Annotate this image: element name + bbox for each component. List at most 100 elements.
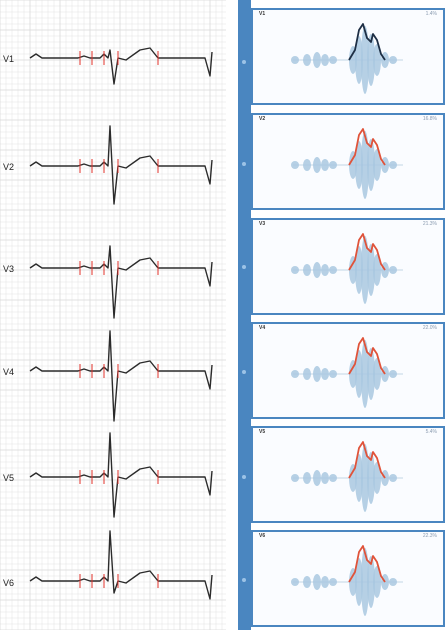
spectrum-lobe	[313, 366, 321, 382]
spectrum-panel-v5: V5 5.4%	[251, 426, 445, 523]
spectrum-lobe	[321, 368, 329, 380]
spectrum-lobe	[355, 350, 363, 398]
spectrum-lobe	[389, 161, 397, 169]
panel-tag: V3	[259, 221, 266, 227]
spectrum-lobe	[329, 370, 337, 378]
spectrum-outline	[348, 337, 386, 375]
panel-value: 16.8%	[422, 116, 437, 122]
spectrum-lobe	[389, 578, 397, 586]
spectrum-outline	[348, 233, 386, 271]
sidebar-dot	[242, 60, 246, 64]
spectrum-lobe	[303, 368, 311, 380]
panel-value: 5.4%	[425, 429, 437, 435]
spectrum-lobe	[367, 244, 375, 296]
spectrum-lobe	[361, 548, 369, 616]
spectrum-lobe	[349, 464, 357, 492]
spectrum-lobe	[361, 131, 369, 199]
panel-tag: V4	[259, 325, 266, 331]
spectrum-outline	[348, 441, 386, 479]
spectrum-waveform	[291, 441, 403, 512]
lead-label-v1: V1	[3, 54, 15, 64]
spectrum-lobe	[367, 34, 375, 86]
spectrum-lobe	[349, 360, 357, 388]
panel-sidebar	[238, 0, 251, 630]
spectrum-lobe	[361, 340, 369, 408]
spectrum-lobe	[291, 578, 299, 586]
spectrum-lobe	[361, 26, 369, 94]
spectrum-lobe	[373, 149, 381, 181]
spectrum-lobe	[291, 56, 299, 64]
lead-label-v2: V2	[3, 162, 15, 172]
spectrum-lobe	[303, 576, 311, 588]
panel-value: 21.3%	[422, 221, 437, 227]
spectrum-lobe	[313, 52, 321, 68]
ecg-trace	[29, 432, 213, 518]
spectrum-lobe	[329, 578, 337, 586]
spectrum-lobe	[313, 262, 321, 278]
spectrum-lobe	[367, 556, 375, 608]
spectrum-outline	[348, 128, 386, 166]
ecg-strip: V1 V2 V3 V4 V5 V6	[0, 0, 226, 630]
spectrum-lobe	[373, 44, 381, 76]
spectrum-lobe	[349, 46, 357, 74]
panel-tag: V1	[259, 11, 266, 17]
spectrum-lobe	[373, 358, 381, 390]
spectrum-lobe	[349, 568, 357, 596]
spectrum-lobe	[303, 54, 311, 66]
spectrum-waveform	[291, 337, 403, 408]
spectrum-lobe	[389, 56, 397, 64]
spectrum-lobe	[367, 139, 375, 191]
spectrum-lobe	[367, 452, 375, 504]
spectrum-waveform	[291, 233, 403, 304]
spectrum-panel-v2: V2 16.8%	[251, 113, 445, 210]
spectrum-waveform	[291, 23, 403, 94]
spectrum-outline	[348, 23, 386, 61]
panel-value: 22.3%	[422, 533, 437, 539]
spectrum-panel-v6: V6 22.3%	[251, 530, 445, 627]
spectrum-panel-v1: V1 1.4%	[251, 8, 445, 105]
spectrum-lobe	[291, 370, 299, 378]
spectrum-lobe	[389, 474, 397, 482]
spectrum-lobe	[355, 141, 363, 189]
spectrum-panel-v3: V3 21.3%	[251, 218, 445, 315]
spectrum-lobe	[373, 462, 381, 494]
spectrum-lobe	[303, 264, 311, 276]
spectrum-lobe	[367, 348, 375, 400]
ecg-trace	[29, 530, 213, 600]
spectrum-waveform	[291, 128, 403, 199]
ecg-trace	[29, 125, 213, 205]
spectrum-lobe	[355, 36, 363, 84]
spectrum-lobe	[303, 159, 311, 171]
spectrum-lobe	[313, 157, 321, 173]
spectrum-lobe	[355, 558, 363, 606]
spectrum-lobe	[291, 474, 299, 482]
lead-label-v5: V5	[3, 473, 15, 483]
spectrum-lobe	[313, 574, 321, 590]
panel-tag: V6	[259, 533, 266, 539]
lead-label-v3: V3	[3, 264, 15, 274]
spectrum-lobe	[313, 470, 321, 486]
panel-tag: V5	[259, 429, 266, 435]
spectrum-lobe	[321, 264, 329, 276]
spectrum-lobe	[373, 254, 381, 286]
spectrum-lobe	[321, 54, 329, 66]
spectrum-lobe	[329, 474, 337, 482]
spectrum-lobe	[321, 576, 329, 588]
sidebar-dot	[242, 162, 246, 166]
lead-label-v6: V6	[3, 578, 15, 588]
spectrum-lobe	[329, 56, 337, 64]
spectrum-lobe	[361, 444, 369, 512]
spectrum-lobe	[355, 246, 363, 294]
sidebar-dot	[242, 370, 246, 374]
ecg-grid-and-traces	[0, 0, 226, 630]
spectrum-lobe	[329, 161, 337, 169]
panel-value: 1.4%	[425, 11, 437, 17]
spectrum-lobe	[373, 566, 381, 598]
spectrum-lobe	[349, 151, 357, 179]
spectrum-lobe	[321, 472, 329, 484]
panel-tag: V2	[259, 116, 266, 122]
spectrum-lobe	[303, 472, 311, 484]
spectrum-lobe	[291, 161, 299, 169]
spectrum-lobe	[361, 236, 369, 304]
spectrum-lobe	[389, 266, 397, 274]
